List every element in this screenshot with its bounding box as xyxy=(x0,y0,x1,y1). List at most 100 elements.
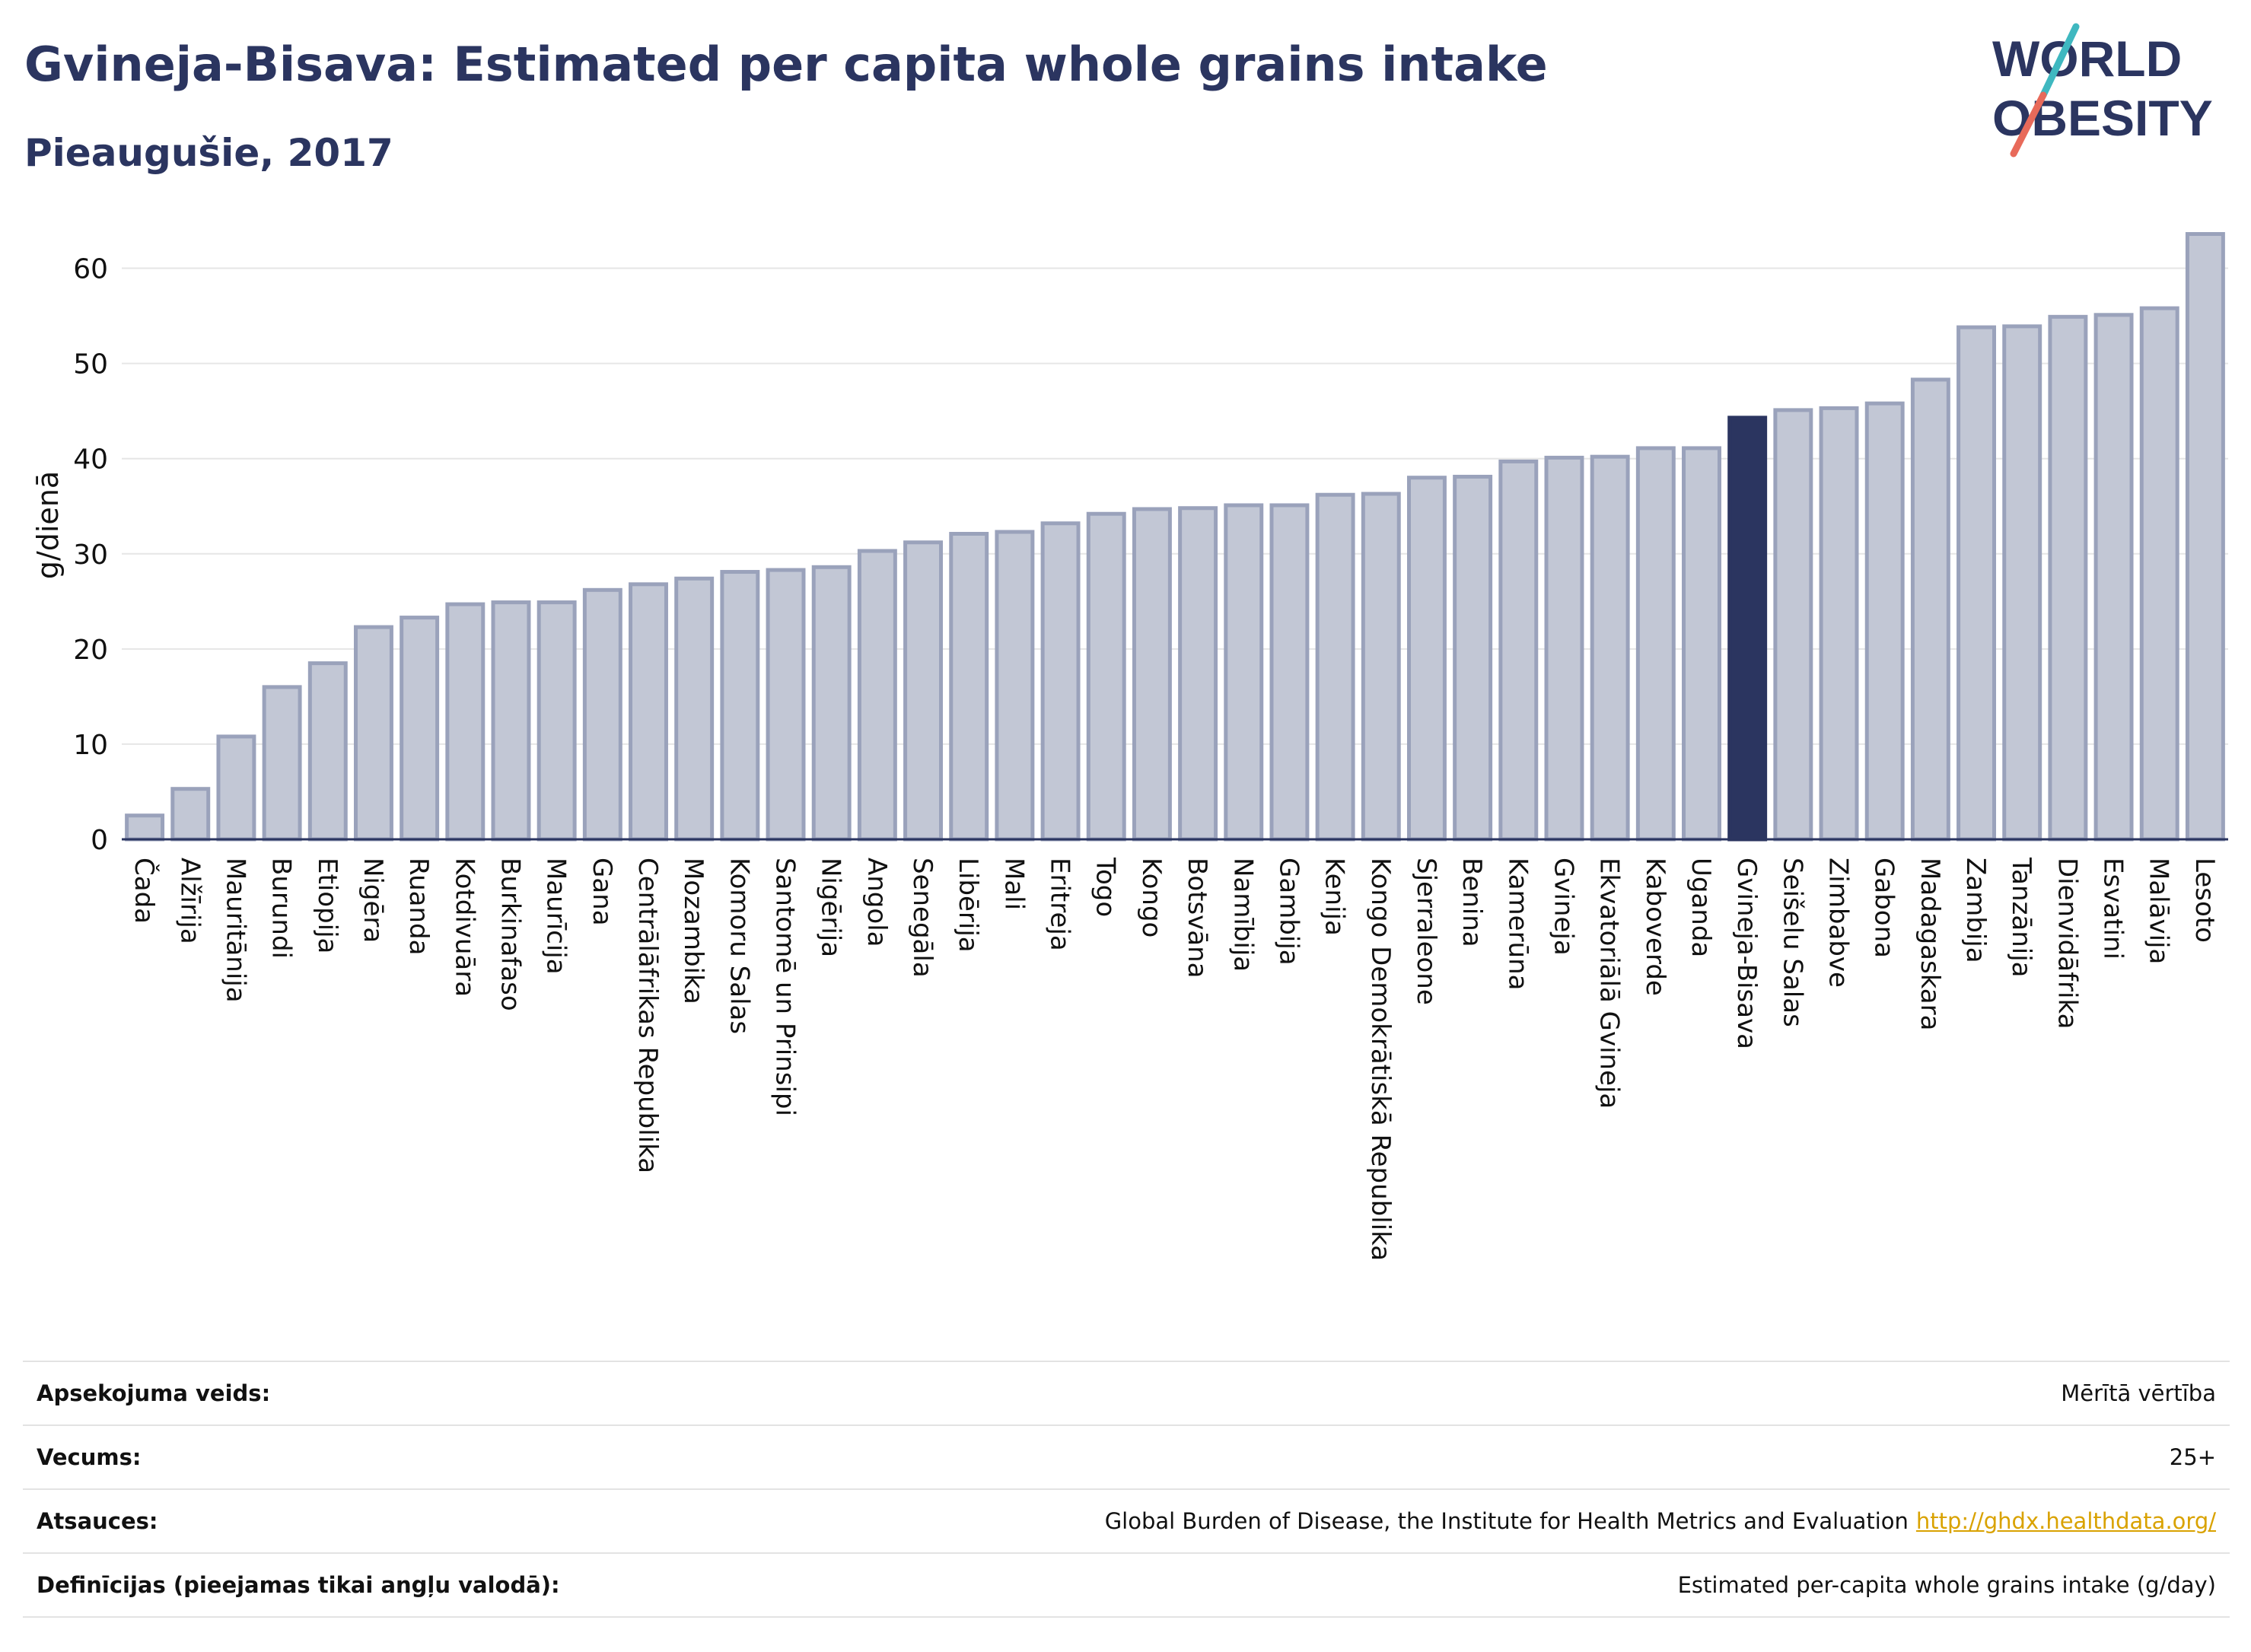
bar xyxy=(1544,455,1584,842)
bar-chart: 0 10 20 30 40 50 60 Čada Alžīrija Mauritānija Buru… xyxy=(31,232,2228,1261)
bar xyxy=(1635,446,1676,842)
info-label: Apsekojuma veids: xyxy=(37,1380,271,1406)
world-obesity-logo: WORLD OBESITY xyxy=(1992,23,2213,158)
x-tick-label: Gabona xyxy=(1869,858,1899,958)
bar xyxy=(1086,511,1126,842)
x-tick-label: Zambija xyxy=(1960,858,1991,963)
x-tick-label: Maurīcija xyxy=(541,858,572,975)
y-tick-label: 60 xyxy=(73,254,108,285)
x-tick-label: Gambija xyxy=(1273,858,1304,966)
y-tick-label: 0 xyxy=(91,825,108,856)
bar xyxy=(307,661,348,842)
reference-text: Global Burden of Disease, the Institute … xyxy=(1104,1508,1909,1534)
bar xyxy=(2139,306,2179,842)
x-tick-label: Ekvatoriālā Gvineja xyxy=(1594,858,1625,1109)
x-tick-label: Malāvija xyxy=(2144,858,2174,964)
x-tick-label: Gana xyxy=(587,858,617,926)
x-tick-label: Čada xyxy=(129,858,160,924)
logo-text-world: WORLD xyxy=(1992,30,2182,87)
bar xyxy=(1269,503,1310,842)
bar xyxy=(582,587,622,842)
bar xyxy=(720,570,760,842)
x-tick-label: Togo xyxy=(1090,857,1121,917)
x-tick-label: Alžīrija xyxy=(174,858,205,944)
x-tick-label: Santomē un Prinsipi xyxy=(770,858,801,1116)
bar xyxy=(1956,325,1997,842)
info-value: Estimated per-capita whole grains intake… xyxy=(1677,1572,2216,1598)
y-tick-label: 10 xyxy=(73,730,108,761)
bar xyxy=(1682,446,1721,842)
bar-highlighted xyxy=(1727,415,1768,842)
bar xyxy=(1132,507,1172,842)
logo-slash-bottom xyxy=(2010,91,2047,158)
x-tick-label: Namībija xyxy=(1227,858,1258,972)
x-tick-label: Uganda xyxy=(1686,858,1716,957)
bar xyxy=(1819,406,1859,842)
bar xyxy=(766,568,806,842)
x-tick-label: Kongo xyxy=(1136,858,1167,937)
bar xyxy=(536,600,577,842)
bar xyxy=(491,600,531,842)
bar xyxy=(445,602,486,842)
x-tick-label: Angola xyxy=(861,858,892,947)
info-label: Atsauces: xyxy=(37,1508,158,1534)
info-value: 25+ xyxy=(2169,1444,2216,1470)
x-tick-label: Kamerūna xyxy=(1502,858,1533,990)
bar xyxy=(674,576,715,842)
x-tick-label: Nigērija xyxy=(816,858,846,957)
bar xyxy=(857,549,897,842)
info-row-references: Atsauces: Global Burden of Disease, the … xyxy=(23,1488,2230,1552)
reference-link[interactable]: http://ghdx.healthdata.org/ xyxy=(1915,1508,2216,1534)
x-tick-label: Gvineja-Bisava xyxy=(1731,858,1762,1049)
bar xyxy=(1178,506,1218,842)
x-tick-label: Esvatini xyxy=(2098,858,2128,960)
x-tick-label: Etiopija xyxy=(312,858,342,953)
bar xyxy=(629,582,668,842)
x-tick-label: Madagaskara xyxy=(1915,858,1945,1030)
x-tick-label: Ruanda xyxy=(403,858,434,955)
bar xyxy=(1406,476,1447,842)
bar xyxy=(995,530,1035,842)
chart-subtitle: Pieaugušie, 2017 xyxy=(24,131,393,175)
axes: 0 10 20 30 40 50 60 Čada Alžīrija Mauritānija Buru… xyxy=(73,254,2228,1261)
info-row-survey-type: Apsekojuma veids: Mērītā vērtība xyxy=(23,1361,2230,1424)
x-tick-label: Burkinafaso xyxy=(495,858,525,1011)
x-tick-label: Benina xyxy=(1457,858,1487,947)
bar xyxy=(1773,408,1813,842)
bar xyxy=(1910,377,1950,842)
y-tick-label: 40 xyxy=(73,444,108,476)
bar xyxy=(1590,454,1630,842)
bar xyxy=(1361,492,1401,842)
bar xyxy=(811,565,852,842)
x-tick-label: Mauritānija xyxy=(220,858,250,1003)
y-axis-label: g/dienā xyxy=(31,471,65,579)
y-tick-label: 30 xyxy=(73,540,108,571)
x-tick-label: Mali xyxy=(998,858,1029,910)
x-tick-label: Gvineja xyxy=(1548,858,1578,956)
bar xyxy=(1224,503,1264,842)
bar xyxy=(2048,314,2088,842)
bar xyxy=(903,540,944,842)
x-tick-label: Senegāla xyxy=(907,858,938,978)
bar xyxy=(2185,232,2225,842)
x-tick-label: Seišelu Salas xyxy=(1777,858,1807,1027)
x-tick-label: Komoru Salas xyxy=(724,858,754,1034)
x-tick-label: Centrālāfrikas Republika xyxy=(632,858,663,1173)
bar xyxy=(1498,459,1539,842)
y-tick-label: 50 xyxy=(73,349,108,380)
x-tick-label: Sjerraleone xyxy=(1411,858,1441,1005)
bar xyxy=(949,532,989,842)
bar xyxy=(216,734,256,842)
x-tick-label: Burundi xyxy=(266,858,297,959)
bar xyxy=(262,685,302,842)
bar xyxy=(2093,313,2134,842)
bar xyxy=(170,787,211,842)
x-tick-label: Nigēra xyxy=(358,858,388,943)
info-value: Mērītā vērtība xyxy=(2061,1380,2216,1406)
info-label: Definīcijas (pieejamas tikai angļu valod… xyxy=(37,1572,560,1598)
info-label: Vecums: xyxy=(37,1444,142,1470)
chart-title: Gvineja-Bisava: Estimated per capita who… xyxy=(24,37,1548,92)
x-tick-label: Zimbabve xyxy=(1823,858,1854,988)
x-tick-label: Eritreja xyxy=(1045,858,1075,951)
info-table: Apsekojuma veids: Mērītā vērtība Vecums:… xyxy=(23,1361,2230,1618)
